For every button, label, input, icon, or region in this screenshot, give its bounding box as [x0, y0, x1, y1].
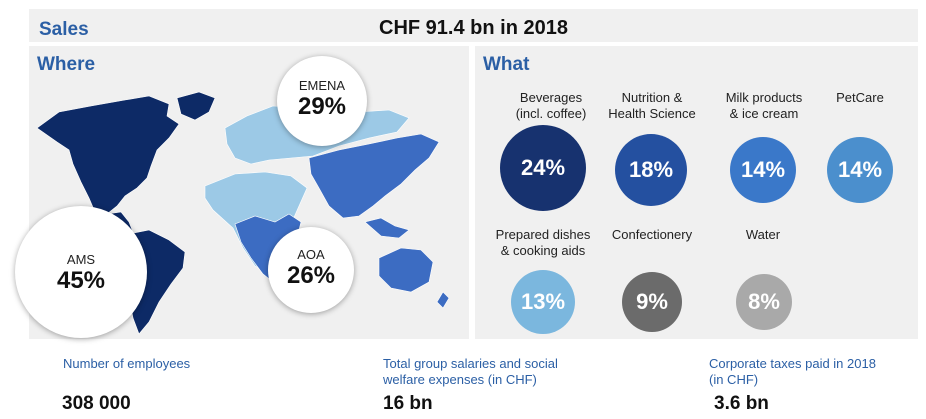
category-circle-milk: 14%: [730, 137, 796, 203]
region-percent-emena: 29%: [297, 93, 347, 120]
what-heading: What: [483, 54, 530, 75]
what-panel: What Beverages (incl. coffee) 24% Nutrit…: [475, 46, 918, 339]
map-region-aoa-asia: [308, 133, 440, 219]
map-region-ams-north: [36, 95, 180, 215]
category-label-confectionery: Confectionery: [611, 227, 693, 242]
category-label-petcare: PetCare: [836, 90, 884, 105]
region-name-emena: EMENA: [298, 78, 346, 93]
category-label-beverages: Beverages (incl. coffee): [515, 90, 587, 121]
region-bubble-ams: AMS 45%: [15, 206, 147, 338]
category-circle-nutrition: 18%: [615, 134, 687, 206]
region-percent-aoa: 26%: [286, 262, 336, 289]
sales-headline: CHF 91.4 bn in 2018: [379, 17, 568, 39]
map-region-aoa-oceania: [378, 247, 434, 293]
stat-label-employees: Number of employees: [63, 356, 191, 371]
sales-label: Sales: [39, 19, 89, 40]
category-circle-confectionery: 9%: [622, 272, 682, 332]
map-region-ams-greenland: [176, 91, 216, 121]
category-circle-water: 8%: [736, 274, 792, 330]
stat-salaries: Total group salaries and social welfare …: [383, 356, 558, 388]
category-label-nutrition: Nutrition & Health Science: [608, 90, 696, 121]
category-circle-petcare: 14%: [827, 137, 893, 203]
region-percent-ams: 45%: [56, 267, 106, 294]
stat-employees: Number of employees: [63, 356, 190, 372]
category-label-prepared: Prepared dishes & cooking aids: [495, 227, 591, 258]
category-label-milk: Milk products & ice cream: [725, 90, 803, 121]
stat-value-taxes: 3.6 bn: [714, 393, 769, 414]
where-panel: Where EMENA 29% AMS 45% AOA 26%: [15, 46, 469, 339]
map-region-aoa-newzealand: [436, 291, 450, 309]
stat-taxes: Corporate taxes paid in 2018 (in CHF): [709, 356, 876, 388]
region-name-ams: AMS: [66, 252, 96, 267]
stat-label-taxes: Corporate taxes paid in 2018 (in CHF): [709, 356, 876, 387]
region-bubble-aoa: AOA 26%: [268, 227, 354, 313]
category-circle-beverages: 24%: [500, 125, 586, 211]
stat-value-employees: 308 000: [62, 393, 131, 414]
category-circle-prepared: 13%: [511, 270, 575, 334]
sales-header-bar: Sales CHF 91.4 bn in 2018: [29, 9, 918, 42]
region-name-aoa: AOA: [297, 247, 325, 262]
region-bubble-emena: EMENA 29%: [277, 56, 367, 146]
stat-label-salaries: Total group salaries and social welfare …: [383, 356, 558, 387]
map-region-aoa-southeast: [364, 217, 410, 239]
world-map: [36, 91, 450, 335]
stat-value-salaries: 16 bn: [383, 393, 433, 414]
category-label-water: Water: [745, 227, 781, 242]
where-heading: Where: [37, 54, 96, 75]
